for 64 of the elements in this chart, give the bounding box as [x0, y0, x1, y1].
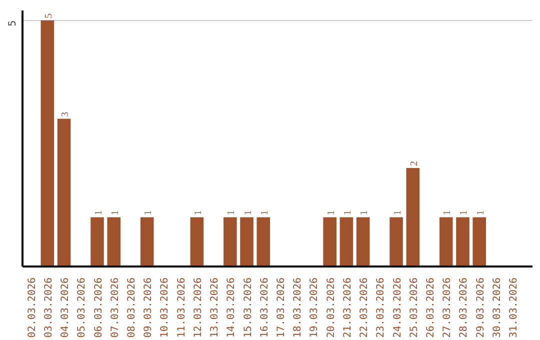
data-label: 1: [110, 210, 121, 216]
x-tick-label: 29.03.2026: [475, 277, 486, 338]
data-label: 1: [143, 210, 154, 216]
x-tick-label: 05.03.2026: [76, 277, 88, 338]
bar: [40, 20, 54, 266]
x-tick-label: 07.03.2026: [110, 277, 121, 338]
data-label: 1: [458, 210, 470, 216]
data-label: 1: [192, 210, 204, 216]
bar: [256, 217, 270, 266]
x-tick-label: 11.03.2026: [176, 277, 188, 338]
data-label: 1: [226, 210, 238, 216]
bar: [107, 217, 121, 266]
x-tick-label: 31.03.2026: [508, 277, 520, 338]
x-tick-label: 17.03.2026: [276, 277, 287, 338]
data-label: 1: [93, 210, 104, 216]
x-tick-label: 03.03.2026: [43, 277, 54, 338]
x-tick-label: 16.03.2026: [259, 277, 270, 338]
x-tick-label: 21.03.2026: [342, 277, 354, 338]
x-tick-label: 25.03.2026: [408, 277, 420, 338]
x-tick-label: 26.03.2026: [426, 277, 437, 338]
data-label: 1: [342, 210, 354, 216]
x-tick-label: 14.03.2026: [226, 277, 238, 338]
x-tick-label: 15.03.2026: [242, 277, 254, 338]
x-tick-label: 06.03.2026: [93, 277, 104, 338]
bar: [390, 217, 403, 266]
bar: [439, 217, 453, 266]
x-tick-label: 13.03.2026: [210, 277, 221, 338]
x-tick-label: 24.03.2026: [392, 277, 404, 338]
data-label: 1: [392, 210, 404, 216]
x-tick-label: 30.03.2026: [492, 277, 503, 338]
x-tick-label: 23.03.2026: [376, 277, 387, 338]
x-tick-label: 04.03.2026: [60, 277, 72, 338]
bar: [240, 217, 254, 266]
bar: [356, 217, 370, 266]
bar: [57, 118, 71, 266]
bar: [406, 168, 420, 266]
bar: [190, 217, 204, 266]
x-tick-label: 09.03.2026: [143, 277, 154, 338]
data-label: 3: [60, 112, 72, 117]
data-label: 1: [259, 210, 270, 216]
x-tick-label: 22.03.2026: [359, 277, 370, 338]
bar: [340, 217, 354, 266]
x-tick-label: 20.03.2026: [326, 277, 337, 338]
x-tick-label: 27.03.2026: [442, 277, 454, 338]
bar: [472, 217, 486, 266]
x-tick-label: 02.03.2026: [26, 277, 38, 338]
data-label: 1: [242, 210, 254, 216]
x-tick-label: 12.03.2026: [192, 277, 204, 338]
x-tick-label: 28.03.2026: [458, 277, 470, 338]
bar: [323, 217, 336, 266]
data-label: 1: [359, 210, 370, 216]
x-tick-label: 19.03.2026: [309, 277, 320, 338]
data-label: 2: [408, 161, 420, 166]
data-label: 1: [475, 210, 486, 216]
x-tick-label: 18.03.2026: [292, 277, 304, 338]
x-tick-label: 08.03.2026: [126, 277, 138, 338]
bar: [90, 217, 104, 266]
x-tick-label: 10.03.2026: [160, 277, 171, 338]
data-label: 1: [326, 210, 337, 216]
bar: [140, 217, 154, 266]
bar: [456, 217, 470, 266]
data-label: 1: [442, 210, 454, 216]
data-label: 5: [43, 13, 54, 18]
bar: [224, 217, 237, 266]
